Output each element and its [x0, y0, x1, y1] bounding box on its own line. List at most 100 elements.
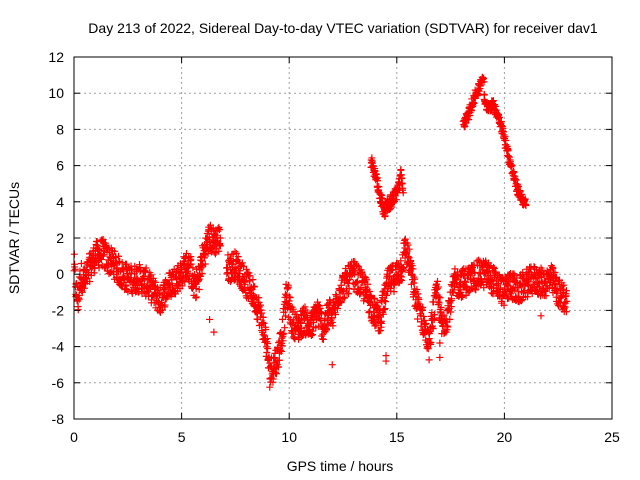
data-point [420, 313, 428, 321]
data-point [104, 245, 112, 253]
data-point [447, 308, 455, 316]
data-point [132, 274, 140, 282]
data-point [446, 315, 454, 323]
data-point [393, 271, 401, 279]
data-point [93, 242, 101, 250]
data-point [275, 356, 283, 364]
data-point [508, 161, 516, 169]
data-point [375, 307, 383, 315]
x-tick-label: 15 [389, 429, 405, 445]
data-point [392, 196, 400, 204]
data-point [537, 312, 545, 320]
data-point [179, 277, 187, 285]
data-point [366, 287, 374, 295]
data-point [562, 287, 570, 295]
data-point [366, 307, 374, 315]
data-point [353, 262, 361, 270]
data-point [318, 309, 326, 317]
data-point [206, 238, 214, 246]
data-point [437, 304, 445, 311]
data-point [283, 285, 291, 293]
data-point [198, 269, 206, 277]
data-point [124, 270, 132, 278]
data-point [401, 235, 409, 243]
data-point [380, 306, 388, 314]
data-point [532, 275, 540, 283]
y-tick-label: 6 [56, 158, 64, 174]
data-point [490, 264, 498, 272]
data-point [107, 269, 115, 277]
data-point [381, 305, 389, 313]
data-point [557, 293, 565, 301]
data-point [436, 339, 444, 347]
data-point [393, 259, 401, 267]
data-point [376, 312, 384, 320]
data-point [404, 252, 412, 260]
data-point [331, 311, 339, 319]
data-point [161, 301, 169, 309]
data-point [259, 313, 267, 321]
data-point [187, 260, 195, 268]
data-point [494, 280, 502, 288]
data-point [435, 293, 443, 301]
data-point [396, 272, 404, 280]
data-point [223, 270, 231, 278]
data-point [368, 300, 376, 308]
data-point [231, 248, 239, 256]
data-point [431, 311, 439, 319]
data-point [165, 281, 173, 289]
data-point [518, 190, 526, 198]
data-point [271, 368, 279, 376]
data-point [501, 133, 509, 141]
data-point [434, 277, 442, 285]
data-point [280, 308, 288, 316]
data-point [465, 116, 473, 124]
data-point [459, 293, 467, 301]
data-point [281, 324, 289, 332]
data-point [281, 290, 289, 298]
data-point [351, 268, 359, 276]
data-point [278, 315, 286, 323]
data-point [495, 112, 503, 120]
data-point [145, 288, 153, 296]
data-point [561, 303, 569, 311]
data-point [382, 357, 390, 365]
data-point [79, 283, 87, 291]
chart-title: Day 213 of 2022, Sidereal Day-to-day VTE… [88, 20, 598, 36]
axis-ticks: 0 5 10 15 20 25 -8 -6 -4 -2 0 2 4 6 8 10 12 [48, 49, 620, 445]
data-point [375, 313, 383, 321]
data-point [510, 278, 518, 286]
data-point [418, 305, 426, 313]
data-point [99, 251, 107, 259]
data-point [480, 78, 488, 86]
data-point [328, 318, 336, 326]
data-point [414, 315, 422, 323]
y-tick-label: -4 [52, 339, 65, 355]
data-point [280, 329, 288, 337]
data-point [502, 137, 510, 145]
data-point [407, 257, 415, 265]
data-point [371, 295, 379, 303]
data-point [362, 287, 370, 295]
data-point [354, 278, 362, 286]
x-tick-label: 25 [604, 429, 620, 445]
data-point [377, 317, 385, 325]
y-tick-label: 12 [48, 49, 64, 65]
data-point [461, 277, 469, 285]
data-point [71, 260, 79, 268]
y-tick-label: 2 [56, 230, 64, 246]
data-point [525, 278, 533, 286]
data-point [289, 329, 297, 337]
data-point [207, 247, 215, 255]
data-point [263, 349, 271, 357]
data-point [282, 312, 290, 320]
data-point [434, 283, 442, 291]
grid-lines [74, 57, 612, 419]
data-point [142, 264, 150, 272]
data-point [411, 275, 419, 283]
data-point [328, 361, 336, 369]
data-points [70, 73, 571, 391]
data-point [510, 168, 518, 176]
data-point [329, 322, 337, 330]
data-point [98, 252, 106, 260]
